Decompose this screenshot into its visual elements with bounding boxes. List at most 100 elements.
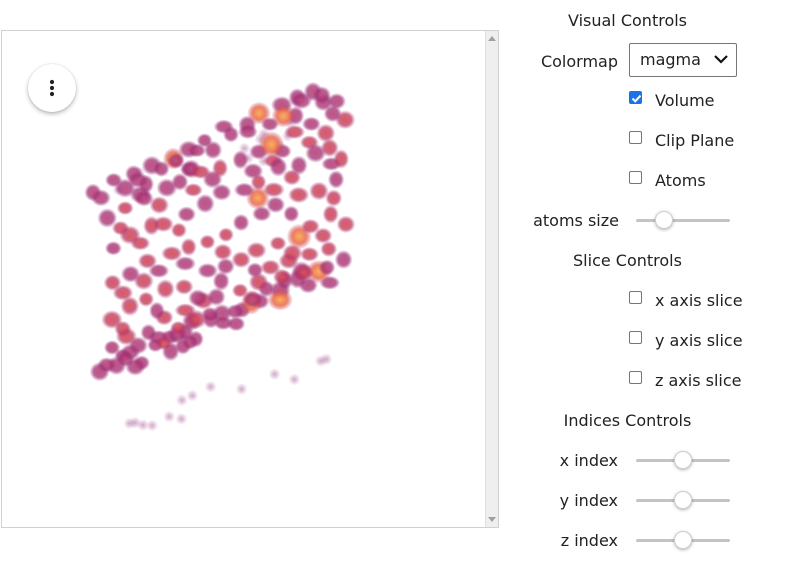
- atom-blob: [169, 320, 187, 335]
- atom-blob: [313, 227, 333, 244]
- atom-blob: [116, 201, 134, 216]
- atom-blob: [153, 160, 170, 178]
- volume-label: Volume: [655, 91, 715, 110]
- atom-blob: [120, 265, 141, 283]
- atom-blob: [103, 274, 122, 291]
- atom-blob: [199, 234, 216, 250]
- atom-blob: [138, 291, 155, 307]
- atom-blob: [288, 373, 301, 386]
- atom-blob: [250, 173, 267, 191]
- atom-blob: [312, 86, 332, 105]
- atom-blob: [299, 246, 320, 262]
- atom-blob: [216, 257, 235, 275]
- atom-blob: [171, 173, 189, 191]
- atom-blob: [161, 245, 183, 262]
- checkmark-icon: [631, 94, 642, 103]
- atom-blob: [226, 303, 245, 320]
- atom-blob: [322, 204, 339, 224]
- atom-blob: [97, 357, 116, 373]
- atom-blob: [103, 340, 121, 356]
- atom-blob: [242, 290, 263, 309]
- atom-blob: [212, 158, 229, 178]
- atom-blob: [212, 271, 230, 291]
- y-axis-slice-label: y axis slice: [655, 331, 743, 350]
- atom-blob: [318, 259, 336, 276]
- atom-blob: [301, 116, 321, 132]
- atom-blob: [101, 310, 123, 330]
- atom-blob: [177, 206, 197, 223]
- atom-blob: [258, 131, 285, 158]
- colormap-select[interactable]: magma: [629, 43, 737, 77]
- slider-thumb[interactable]: [674, 491, 692, 509]
- atom-blob: [288, 186, 310, 204]
- atom-blob: [325, 189, 343, 207]
- atom-blob: [232, 213, 250, 232]
- atom-blob: [301, 218, 320, 234]
- volume-render[interactable]: [2, 31, 488, 528]
- atom-blob: [316, 123, 336, 143]
- atom-blob: [152, 216, 174, 233]
- atom-blob: [155, 279, 175, 299]
- z-index-slider[interactable]: [636, 530, 730, 550]
- atom-blob: [320, 240, 338, 258]
- z-index-label: z index: [560, 531, 618, 550]
- slider-thumb[interactable]: [655, 211, 674, 229]
- indices-controls-title: Indices Controls: [563, 411, 692, 430]
- atom-blob: [294, 263, 314, 282]
- atom-blob: [91, 189, 111, 207]
- colormap-label: Colormap: [540, 52, 618, 71]
- y-index-slider[interactable]: [636, 490, 730, 510]
- atom-blob: [190, 164, 211, 180]
- atom-blob: [163, 410, 176, 423]
- volume-viewer[interactable]: [1, 30, 499, 528]
- clip-plane-checkbox[interactable]: [629, 131, 642, 144]
- z-axis-slice-checkbox[interactable]: [629, 371, 642, 384]
- atom-blob: [175, 394, 188, 407]
- y-axis-slice-checkbox[interactable]: [629, 331, 642, 344]
- clip-plane-label: Clip Plane: [655, 131, 735, 150]
- atom-blob: [148, 301, 165, 320]
- atom-blob: [127, 171, 149, 189]
- atom-blob: [155, 336, 173, 351]
- atom-blob: [284, 124, 306, 140]
- atom-blob: [211, 183, 232, 201]
- atom-blob: [134, 190, 154, 207]
- scroll-down-arrow-icon[interactable]: [488, 517, 496, 522]
- chevron-down-icon: [714, 55, 728, 64]
- scroll-up-arrow-icon[interactable]: [488, 36, 496, 41]
- atom-blob: [204, 380, 217, 393]
- atom-blob: [186, 389, 199, 402]
- atoms-size-label: atoms size: [533, 211, 619, 230]
- atom-blob: [197, 262, 219, 279]
- atom-blob: [116, 350, 135, 368]
- volume-checkbox[interactable]: [629, 91, 642, 104]
- atoms-size-slider[interactable]: [636, 210, 730, 230]
- atom-blob: [265, 196, 286, 214]
- atom-blob: [213, 316, 233, 331]
- y-index-label: y index: [559, 491, 618, 510]
- atom-blob: [203, 140, 223, 160]
- x-index-slider[interactable]: [636, 450, 730, 470]
- slider-thumb[interactable]: [674, 531, 692, 549]
- atom-blob: [267, 288, 293, 311]
- options-menu-button[interactable]: [28, 64, 76, 112]
- slider-thumb[interactable]: [674, 451, 692, 469]
- atom-blob: [269, 236, 287, 251]
- atom-blob: [262, 181, 285, 198]
- atom-blob: [252, 206, 272, 222]
- atom-blob: [271, 104, 296, 128]
- z-axis-slice-label: z axis slice: [655, 371, 742, 390]
- atom-blob: [222, 126, 240, 143]
- atom-blob: [187, 143, 207, 158]
- atom-blob: [320, 138, 339, 158]
- viewer-scrollbar[interactable]: [485, 31, 498, 527]
- atom-blob: [283, 205, 300, 223]
- atoms-checkbox[interactable]: [629, 171, 642, 184]
- slider-track: [636, 219, 730, 222]
- atom-blob: [269, 157, 288, 177]
- atom-blob: [180, 237, 197, 257]
- atom-blob: [246, 262, 264, 278]
- atom-blob: [290, 155, 308, 176]
- x-axis-slice-checkbox[interactable]: [629, 291, 642, 304]
- atom-blob: [129, 416, 142, 429]
